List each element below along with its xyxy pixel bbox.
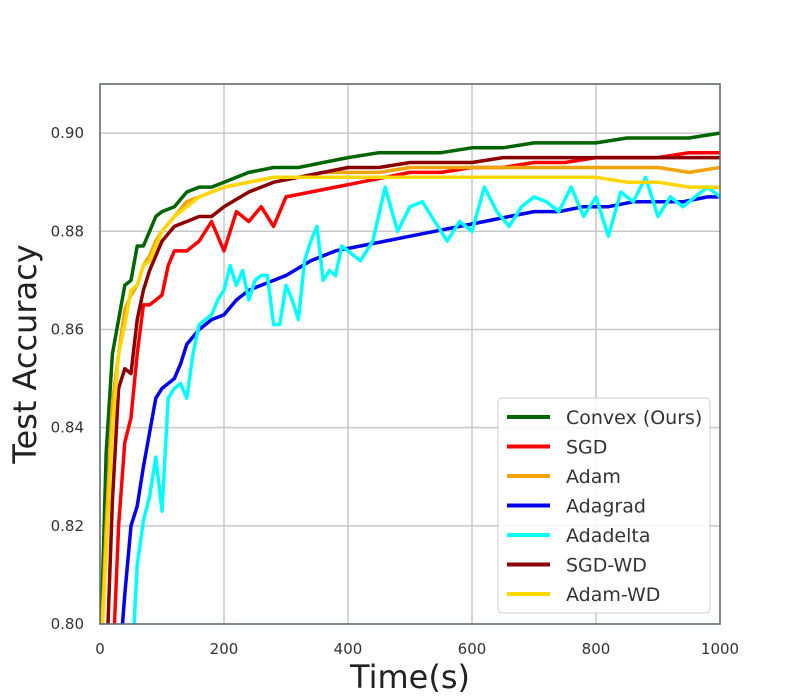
x-tick-label: 800 <box>582 640 611 658</box>
x-tick-label: 200 <box>210 640 239 658</box>
plot-frame <box>99 83 721 625</box>
y-tick-label: 0.88 <box>51 222 84 240</box>
legend-label-adadelta: Adadelta <box>566 525 651 547</box>
series-line-adadelta <box>132 175 720 624</box>
y-tick-label: 0.90 <box>51 124 84 142</box>
y-tick-label: 0.82 <box>51 517 84 535</box>
y-tick-label: 0.80 <box>51 615 84 633</box>
x-tick-label: 1000 <box>701 640 739 658</box>
x-axis-title: Time(s) <box>349 658 470 696</box>
legend-label-adam: Adam <box>566 466 621 488</box>
series-line-convex-ours <box>100 131 720 624</box>
legend-label-convex-ours: Convex (Ours) <box>566 407 702 429</box>
legend-label-sgd-wd: SGD-WD <box>566 555 647 577</box>
series-line-sgd <box>112 150 720 624</box>
x-tick-label: 600 <box>458 640 487 658</box>
x-tick-label: 0 <box>95 640 105 658</box>
legend-label-adagrad: Adagrad <box>566 496 646 518</box>
series-lines <box>100 131 720 624</box>
gridlines <box>100 84 720 624</box>
y-tick-label: 0.86 <box>51 320 84 338</box>
y-tick-label: 0.84 <box>51 419 84 437</box>
legend-box <box>497 397 711 614</box>
legend-label-adam-wd: Adam-WD <box>566 584 660 606</box>
series-line-sgd-wd <box>106 155 720 624</box>
axis-ticks: 0 200 400 600 800 1000 0.80 0.82 0.84 0.86 0.88 0.9… <box>51 124 740 658</box>
legend: Convex (Ours) SGD Adam Adagrad Adadelta SGD-W… <box>497 397 711 614</box>
x-tick-label: 400 <box>334 640 363 658</box>
y-axis-title: Test Accuracy <box>6 244 44 464</box>
series-line-adam-wd <box>100 175 720 624</box>
legend-label-sgd: SGD <box>566 437 607 459</box>
